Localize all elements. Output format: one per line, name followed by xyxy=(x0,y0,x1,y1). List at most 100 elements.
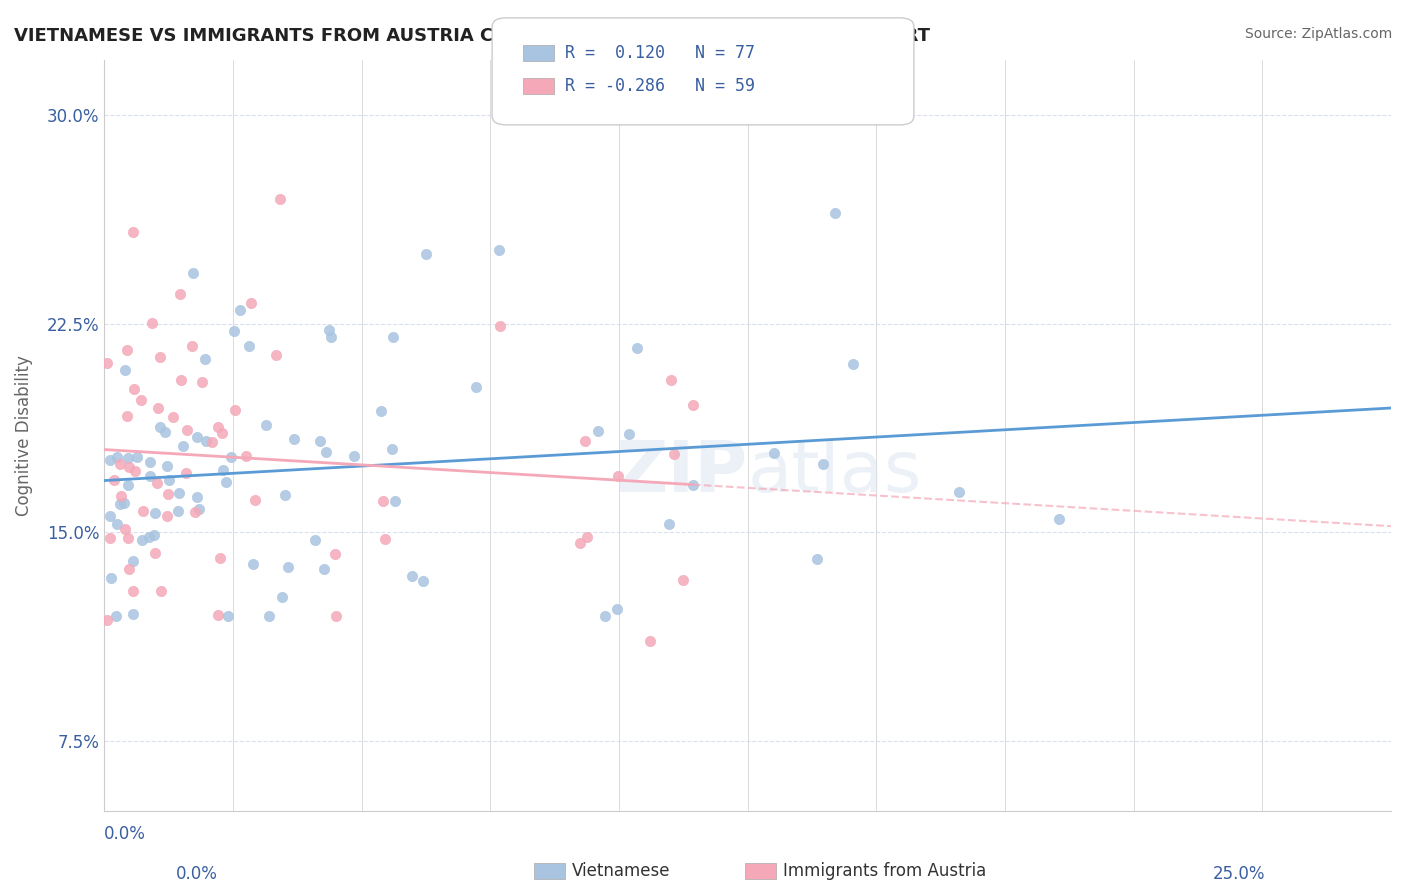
Text: Source: ZipAtlas.com: Source: ZipAtlas.com xyxy=(1244,27,1392,41)
Point xyxy=(157,473,180,487)
Text: Immigrants from Austria: Immigrants from Austria xyxy=(783,862,987,880)
Point xyxy=(574,434,596,449)
Point xyxy=(117,562,139,576)
Point xyxy=(254,417,277,432)
Point xyxy=(228,303,250,318)
Point xyxy=(194,351,217,366)
Point xyxy=(188,502,211,516)
Point xyxy=(207,607,229,622)
Text: VIETNAMESE VS IMMIGRANTS FROM AUSTRIA COGNITIVE DISABILITY CORRELATION CHART: VIETNAMESE VS IMMIGRANTS FROM AUSTRIA CO… xyxy=(14,27,929,45)
Point xyxy=(162,409,184,424)
Point xyxy=(141,316,163,330)
Point xyxy=(176,423,198,437)
Point xyxy=(283,433,305,447)
Point xyxy=(124,464,146,478)
Point xyxy=(127,450,149,465)
Point xyxy=(640,633,662,648)
Y-axis label: Cognitive Disability: Cognitive Disability xyxy=(15,355,32,516)
Point xyxy=(114,362,136,376)
Point xyxy=(149,420,172,434)
Point xyxy=(108,457,131,471)
Text: 0.0%: 0.0% xyxy=(104,824,146,843)
Point xyxy=(148,350,170,364)
Point xyxy=(217,608,239,623)
Point xyxy=(224,402,246,417)
Point xyxy=(114,522,136,536)
Point xyxy=(98,531,121,545)
Point xyxy=(117,450,139,465)
Point xyxy=(142,528,165,542)
Text: 0.0%: 0.0% xyxy=(176,865,218,883)
Point xyxy=(149,584,172,599)
Point xyxy=(98,453,121,467)
Point xyxy=(96,356,118,370)
Point xyxy=(607,469,630,483)
Point xyxy=(659,373,682,387)
Point xyxy=(325,608,347,623)
Point xyxy=(318,323,340,337)
Text: R =  0.120   N = 77: R = 0.120 N = 77 xyxy=(565,44,755,62)
Point xyxy=(153,425,176,439)
Point xyxy=(138,468,160,483)
Point xyxy=(211,463,233,477)
Point xyxy=(401,569,423,583)
Point xyxy=(117,409,139,423)
Point xyxy=(181,266,204,280)
Point xyxy=(240,296,263,310)
Point xyxy=(191,375,214,389)
Point xyxy=(568,536,591,550)
Point xyxy=(763,445,786,459)
Point xyxy=(464,380,486,394)
Point xyxy=(371,493,394,508)
Point xyxy=(314,561,336,575)
Point xyxy=(412,574,434,588)
Point xyxy=(156,459,179,474)
Point xyxy=(586,425,609,439)
Point xyxy=(145,476,167,491)
Point xyxy=(143,506,166,520)
Point xyxy=(811,458,834,472)
Point xyxy=(215,475,238,490)
Point xyxy=(117,478,139,492)
Point xyxy=(115,343,138,357)
Point xyxy=(156,509,179,524)
Point xyxy=(211,426,233,441)
Point xyxy=(242,557,264,571)
Point xyxy=(243,493,266,508)
Point xyxy=(122,583,145,598)
Point xyxy=(576,530,599,544)
Point xyxy=(108,498,131,512)
Point xyxy=(271,590,294,604)
Point xyxy=(842,357,865,371)
Point xyxy=(269,192,291,206)
Point xyxy=(105,608,128,623)
Point xyxy=(100,570,122,584)
Point xyxy=(321,330,343,344)
Point xyxy=(308,434,330,449)
Point xyxy=(131,533,153,548)
Point xyxy=(343,449,366,463)
Point xyxy=(617,427,640,442)
Point xyxy=(274,488,297,502)
Point xyxy=(166,504,188,518)
Point xyxy=(201,435,224,450)
Point xyxy=(139,455,162,469)
Point xyxy=(658,517,681,532)
Point xyxy=(132,504,155,518)
Point xyxy=(1047,512,1070,526)
Point xyxy=(304,533,326,548)
Point xyxy=(170,373,193,387)
Point xyxy=(110,489,132,503)
Point xyxy=(682,478,704,492)
Point xyxy=(122,607,145,621)
Point xyxy=(157,486,180,500)
Point xyxy=(593,608,616,623)
Text: R = -0.286   N = 59: R = -0.286 N = 59 xyxy=(565,77,755,95)
Point xyxy=(207,420,229,434)
Point xyxy=(948,484,970,499)
Point xyxy=(488,243,510,257)
Point xyxy=(264,348,287,362)
Point xyxy=(219,450,242,464)
Point xyxy=(672,573,695,587)
Point xyxy=(105,516,128,531)
